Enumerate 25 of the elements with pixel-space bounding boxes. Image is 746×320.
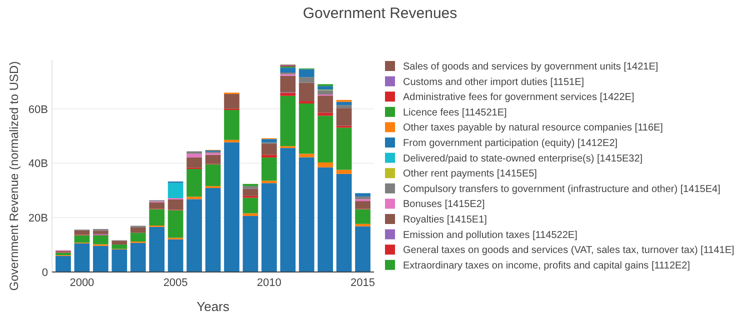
y-tick-label: 40B <box>28 158 48 170</box>
y-tick-label: 20B <box>28 212 48 224</box>
legend-label: Delivered/paid to state-owned enterprise(s) [1415E32] <box>403 153 643 164</box>
x-tick-label: 2000 <box>70 277 94 289</box>
legend-label: Royalties [1415E1] <box>403 214 488 226</box>
y-tick-label: 0 <box>42 266 48 279</box>
legend-label: Extraordinary taxes on income, profits and capital gains [1112E2] <box>403 260 690 272</box>
x-axis-title: Years <box>196 299 230 314</box>
legend-label: General taxes on goods and services (VAT, sales tax, turnover tax) [1141E] <box>403 245 734 256</box>
legend-label: Emission and pollution taxes [114522E] <box>403 230 578 241</box>
x-tick-label: 2010 <box>256 277 282 289</box>
legend-label: Licence fees [114521E] <box>403 107 507 118</box>
legend-label: Other taxes payable by natural resource companies [116E] <box>403 122 664 134</box>
y-tick-label: 60B <box>28 104 48 116</box>
legend-label: Compulsory transfers to government (infrastructure and other) [1415E4] <box>403 184 721 195</box>
legend-label: Bonuses [1415E2] <box>403 199 485 210</box>
legend-label: From government participation (equity) [1412E2] <box>403 138 618 149</box>
x-tick-label: 2005 <box>163 277 188 289</box>
chart-title: Government Revenues <box>302 5 458 22</box>
x-tick-label: 2015 <box>350 277 376 289</box>
legend-label: Sales of goods and services by government units [1421E] <box>403 62 658 72</box>
legend-label: Other rent payments [1415E5] <box>403 168 538 180</box>
legend-label: Customs and other import duties [1151E] <box>403 76 584 88</box>
y-axis-title: Government Revenue (normalized to USD) <box>7 61 21 291</box>
legend-label: Administrative fees for government services [1422E] <box>403 92 634 104</box>
